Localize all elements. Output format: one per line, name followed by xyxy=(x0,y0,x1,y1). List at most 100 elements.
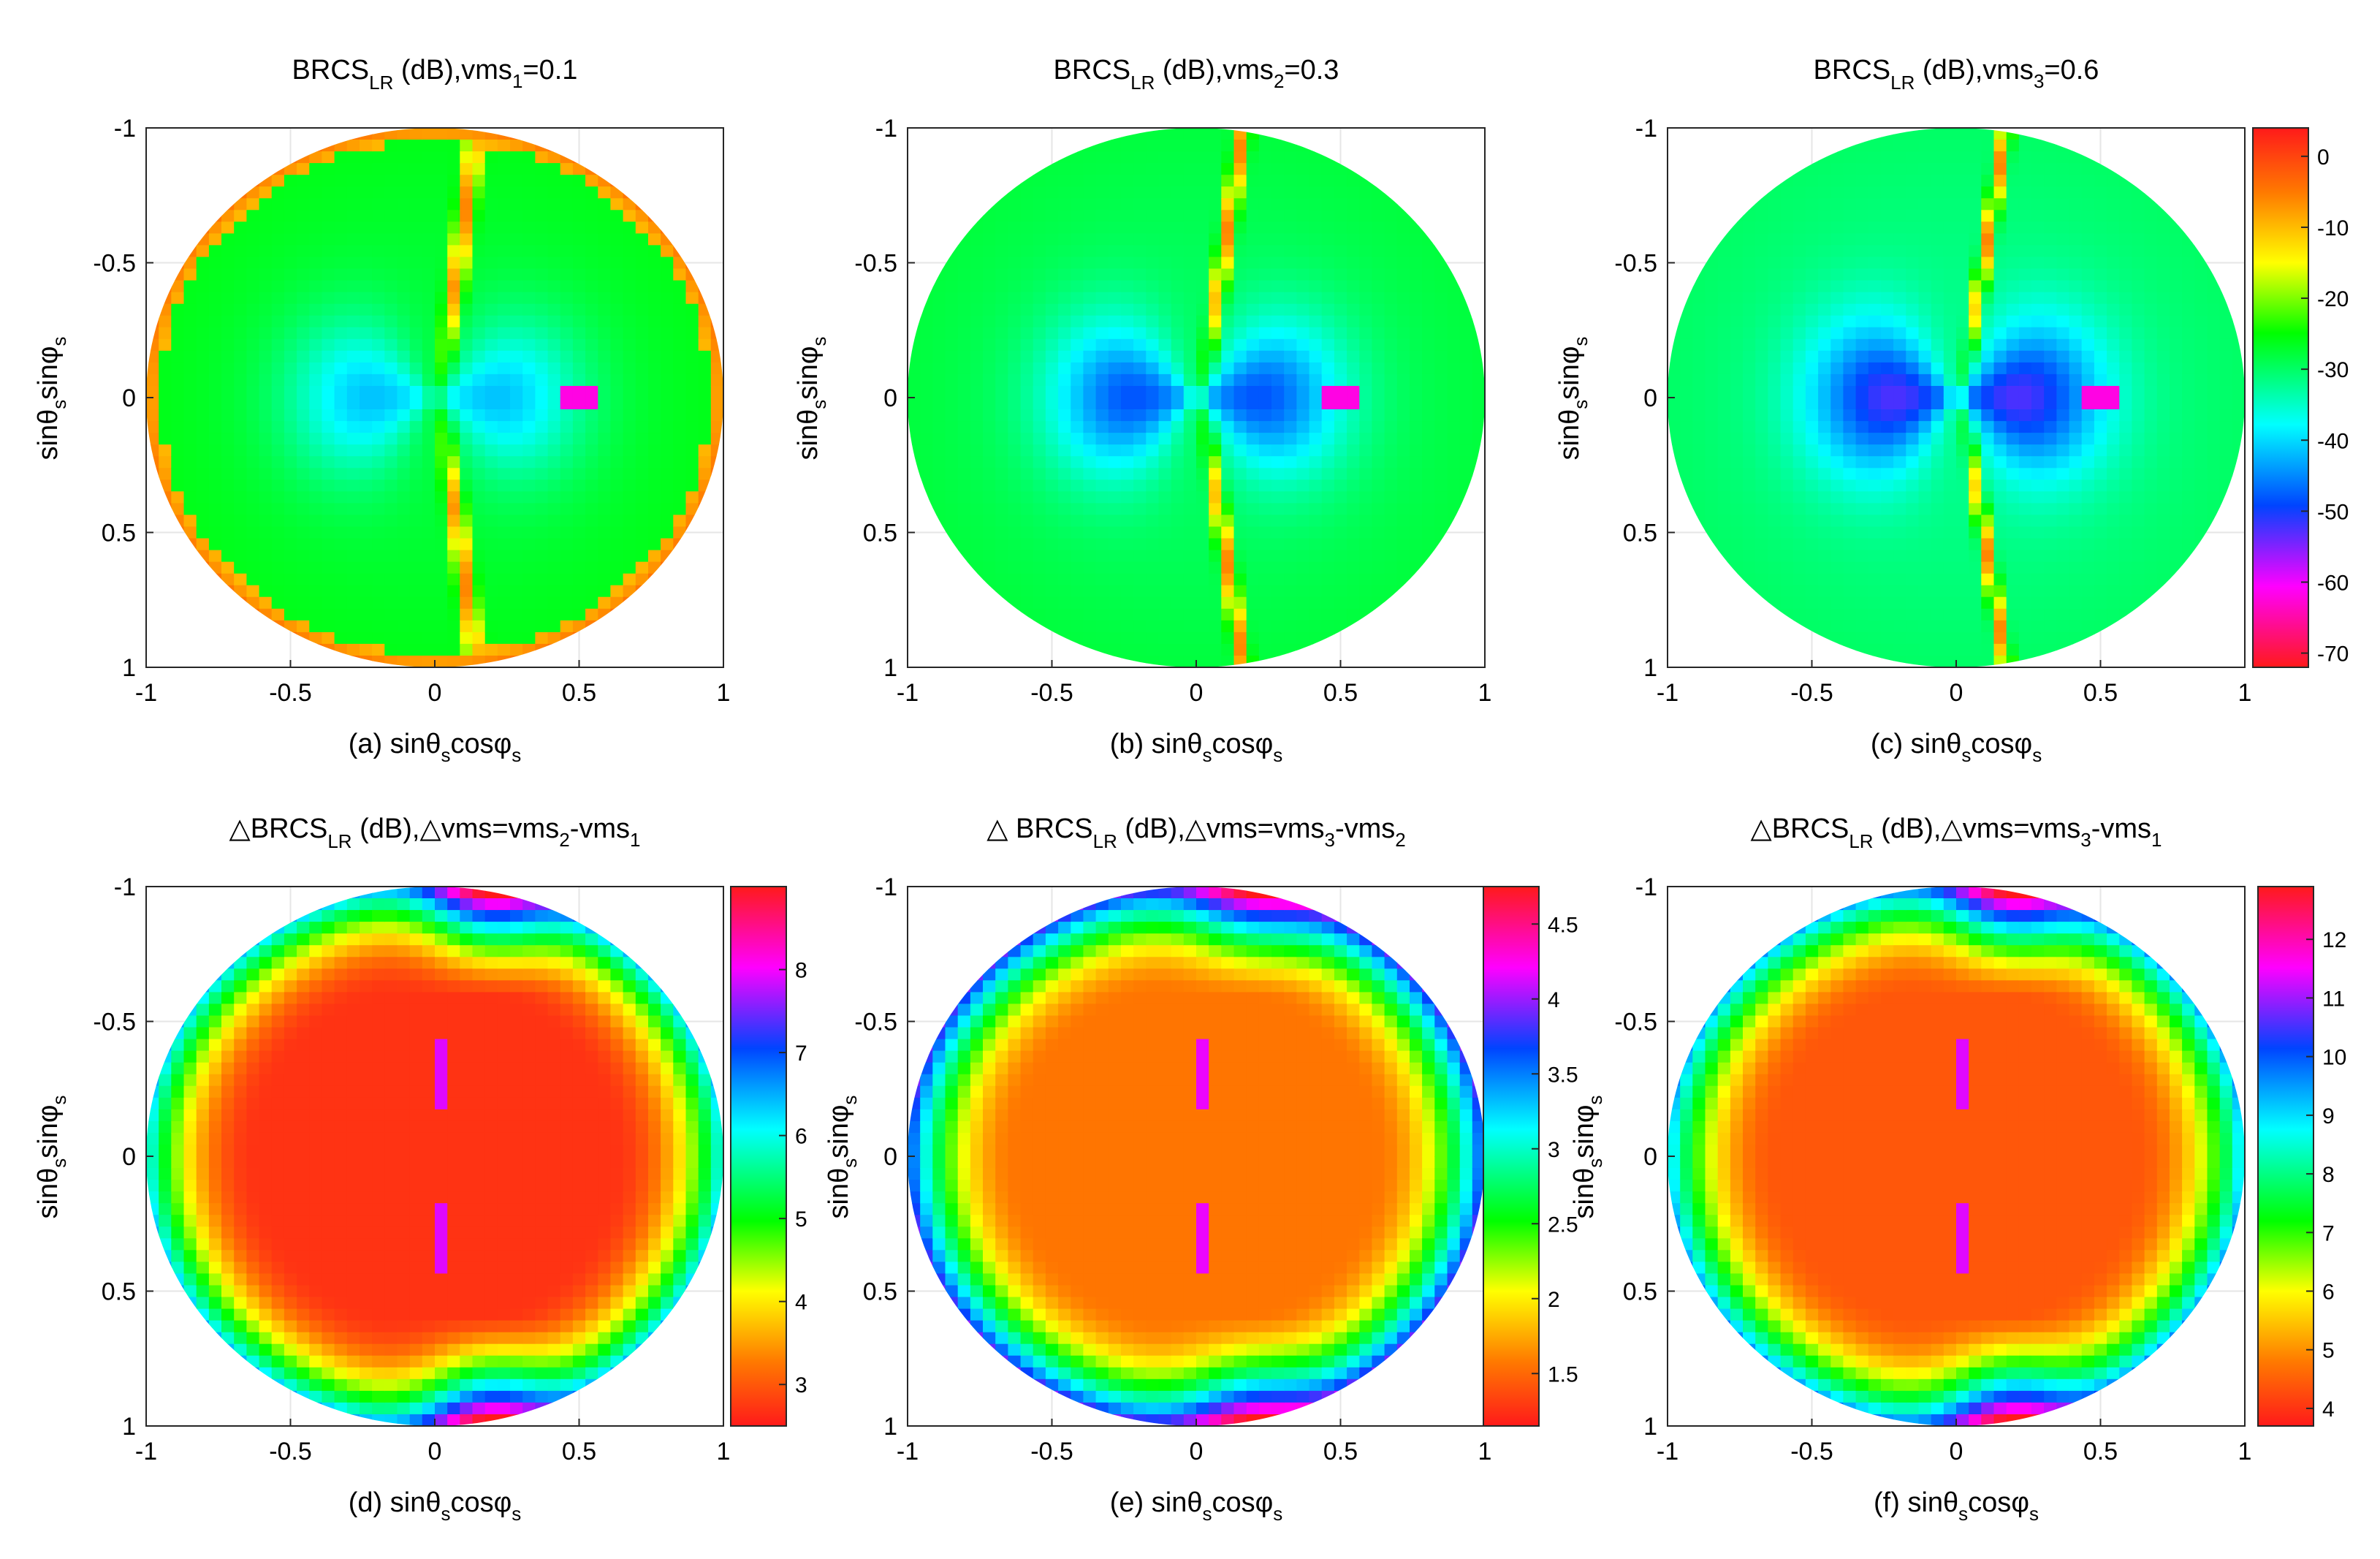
heatmap-cell xyxy=(635,268,649,281)
heatmap-cell xyxy=(1717,550,1731,563)
heatmap-cell xyxy=(510,373,523,387)
heatmap-cell xyxy=(1171,233,1185,246)
heatmap-cell xyxy=(1045,233,1059,246)
heatmap-cell xyxy=(560,538,574,551)
heatmap-cell xyxy=(360,186,373,199)
heatmap-cell xyxy=(1830,479,1844,493)
heatmap-cell xyxy=(2044,643,2058,656)
heatmap-cell xyxy=(1906,631,1920,645)
heatmap-cell xyxy=(957,433,971,445)
heatmap-cell xyxy=(1020,198,1034,211)
heatmap-cell xyxy=(422,315,436,328)
heatmap-cell xyxy=(1993,526,2007,539)
heatmap-cell xyxy=(510,444,523,457)
heatmap-cell xyxy=(1284,468,1298,481)
heatmap-cell xyxy=(1755,327,1769,340)
x-tick-label: 1 xyxy=(717,679,731,707)
heatmap-cell xyxy=(1258,409,1272,422)
heatmap-cell xyxy=(497,444,511,457)
heatmap-cell xyxy=(1410,245,1423,258)
heatmap-cell xyxy=(196,526,210,539)
heatmap-cell xyxy=(1233,561,1247,574)
heatmap-cell xyxy=(522,327,536,340)
heatmap-cell xyxy=(234,433,248,445)
heatmap-cell xyxy=(1221,315,1235,328)
heatmap-cell xyxy=(1171,245,1185,258)
heatmap-cell xyxy=(535,315,549,328)
heatmap-cell xyxy=(1196,526,1209,539)
heatmap-cell xyxy=(1008,409,1022,422)
heatmap-cell xyxy=(1108,327,1122,340)
heatmap-cell xyxy=(409,456,423,469)
heatmap-cell xyxy=(1410,456,1423,469)
heatmap-cell xyxy=(535,526,549,539)
heatmap-cell xyxy=(1296,373,1310,387)
heatmap-cell xyxy=(1008,386,1022,398)
heatmap-cell xyxy=(1818,186,1832,199)
heatmap-cell xyxy=(397,421,411,433)
heatmap-cell xyxy=(995,444,1009,457)
heatmap-cell xyxy=(1893,292,1907,305)
heatmap-cell xyxy=(1133,573,1147,586)
heatmap-cell xyxy=(572,585,586,598)
heatmap-cell xyxy=(1359,292,1373,305)
heatmap-cell xyxy=(1133,233,1147,246)
heatmap-cell xyxy=(435,303,448,316)
heatmap-cell xyxy=(2031,221,2045,235)
heatmap-cell xyxy=(196,257,210,270)
heatmap-cell xyxy=(2094,315,2107,328)
heatmap-cell xyxy=(995,491,1009,504)
heatmap-cell xyxy=(346,303,360,316)
heatmap-cell xyxy=(1818,315,1832,328)
heatmap-cell xyxy=(1918,479,1932,493)
heatmap-cell xyxy=(623,303,636,316)
heatmap-cell xyxy=(472,608,486,621)
heatmap-cell xyxy=(1058,210,1072,223)
heatmap-cell xyxy=(221,526,235,539)
heatmap-cell xyxy=(2081,163,2095,175)
heatmap-cell xyxy=(1133,550,1147,563)
heatmap-cell xyxy=(1271,233,1285,246)
heatmap-cell xyxy=(259,315,273,328)
heatmap-cell xyxy=(1743,433,1756,445)
heatmap-cell xyxy=(610,373,624,387)
heatmap-cell xyxy=(1743,292,1756,305)
heatmap-cell xyxy=(2006,596,2020,610)
heatmap-cell xyxy=(1221,386,1235,398)
heatmap-cell xyxy=(560,151,574,164)
heatmap-cell xyxy=(1233,198,1247,211)
heatmap-cell xyxy=(920,491,934,504)
heatmap-cell xyxy=(246,386,260,398)
heatmap-cell xyxy=(547,643,561,656)
heatmap-cell xyxy=(623,315,636,328)
heatmap-cell xyxy=(1906,444,1920,457)
heatmap-cell xyxy=(2069,468,2083,481)
heatmap-cell xyxy=(957,292,971,305)
heatmap-cell xyxy=(710,456,723,469)
heatmap-cell xyxy=(1918,409,1932,422)
heatmap-cell xyxy=(1396,421,1410,433)
heatmap-cell xyxy=(1133,421,1147,433)
heatmap-cell xyxy=(510,245,523,258)
heatmap-cell xyxy=(297,210,311,223)
heatmap-cell xyxy=(1692,268,1706,281)
heatmap-cell xyxy=(1158,444,1172,457)
heatmap-cell xyxy=(1705,303,1719,316)
heatmap-cell xyxy=(1705,350,1719,363)
heatmap-cell xyxy=(1284,210,1298,223)
heatmap-cell xyxy=(1993,631,2007,645)
heatmap-cell xyxy=(1372,444,1385,457)
heatmap-cell xyxy=(1271,479,1285,493)
heatmap-cell xyxy=(1309,433,1323,445)
heatmap-cell xyxy=(1830,257,1844,270)
heatmap-cell xyxy=(535,620,549,633)
heatmap-cell xyxy=(1133,315,1147,328)
heatmap-cell xyxy=(159,491,172,504)
heatmap-cell xyxy=(196,515,210,528)
heatmap-cell xyxy=(2081,596,2095,610)
heatmap-cell xyxy=(1981,338,1995,352)
heatmap-cell xyxy=(1221,292,1235,305)
heatmap-cell xyxy=(1384,386,1398,398)
heatmap-cell xyxy=(1158,643,1172,656)
heatmap-cell xyxy=(1680,327,1694,340)
